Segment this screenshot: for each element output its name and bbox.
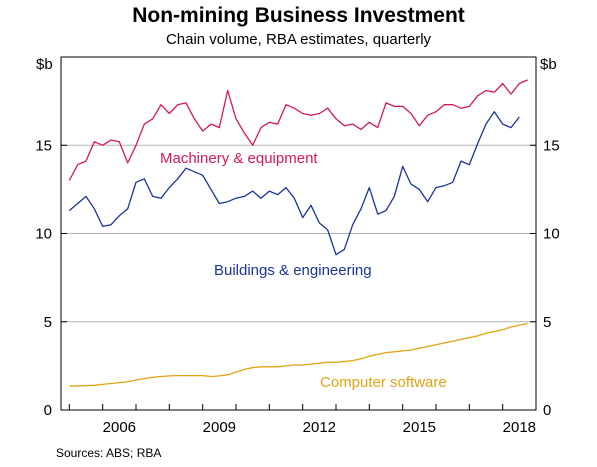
x-tick-label: 2015 <box>403 419 436 436</box>
y-tick-label-right: 15 <box>543 137 560 154</box>
series-line-0 <box>68 79 528 181</box>
y-unit-left: $b <box>36 56 53 73</box>
y-tick-label-left: 15 <box>35 137 52 154</box>
y-tick-label-right: 10 <box>543 226 560 243</box>
x-tick-label: 2012 <box>303 419 336 436</box>
y-unit-right: $b <box>540 56 557 73</box>
y-tick-label-right: 5 <box>543 314 551 331</box>
series-line-1 <box>68 111 520 256</box>
series-label-machinery: Machinery & equipment <box>160 150 318 167</box>
y-tick-label-left: 10 <box>35 226 52 243</box>
x-tick-label: 2009 <box>203 419 236 436</box>
x-tick-label: 2018 <box>503 419 536 436</box>
chart-subtitle: Chain volume, RBA estimates, quarterly <box>165 31 432 48</box>
chart-title: Non-mining Business Investment <box>132 4 465 27</box>
y-tick-label-left: 5 <box>44 314 52 331</box>
y-tick-label-right: 0 <box>543 402 551 419</box>
x-tick-label: 2006 <box>103 419 136 436</box>
y-tick-label-left: 0 <box>44 402 52 419</box>
series-line-2 <box>69 322 528 387</box>
series-label-software: Computer software <box>320 374 447 391</box>
chart-source: Sources: ABS; RBA <box>56 446 162 460</box>
series-label-buildings: Buildings & engineering <box>214 262 372 279</box>
